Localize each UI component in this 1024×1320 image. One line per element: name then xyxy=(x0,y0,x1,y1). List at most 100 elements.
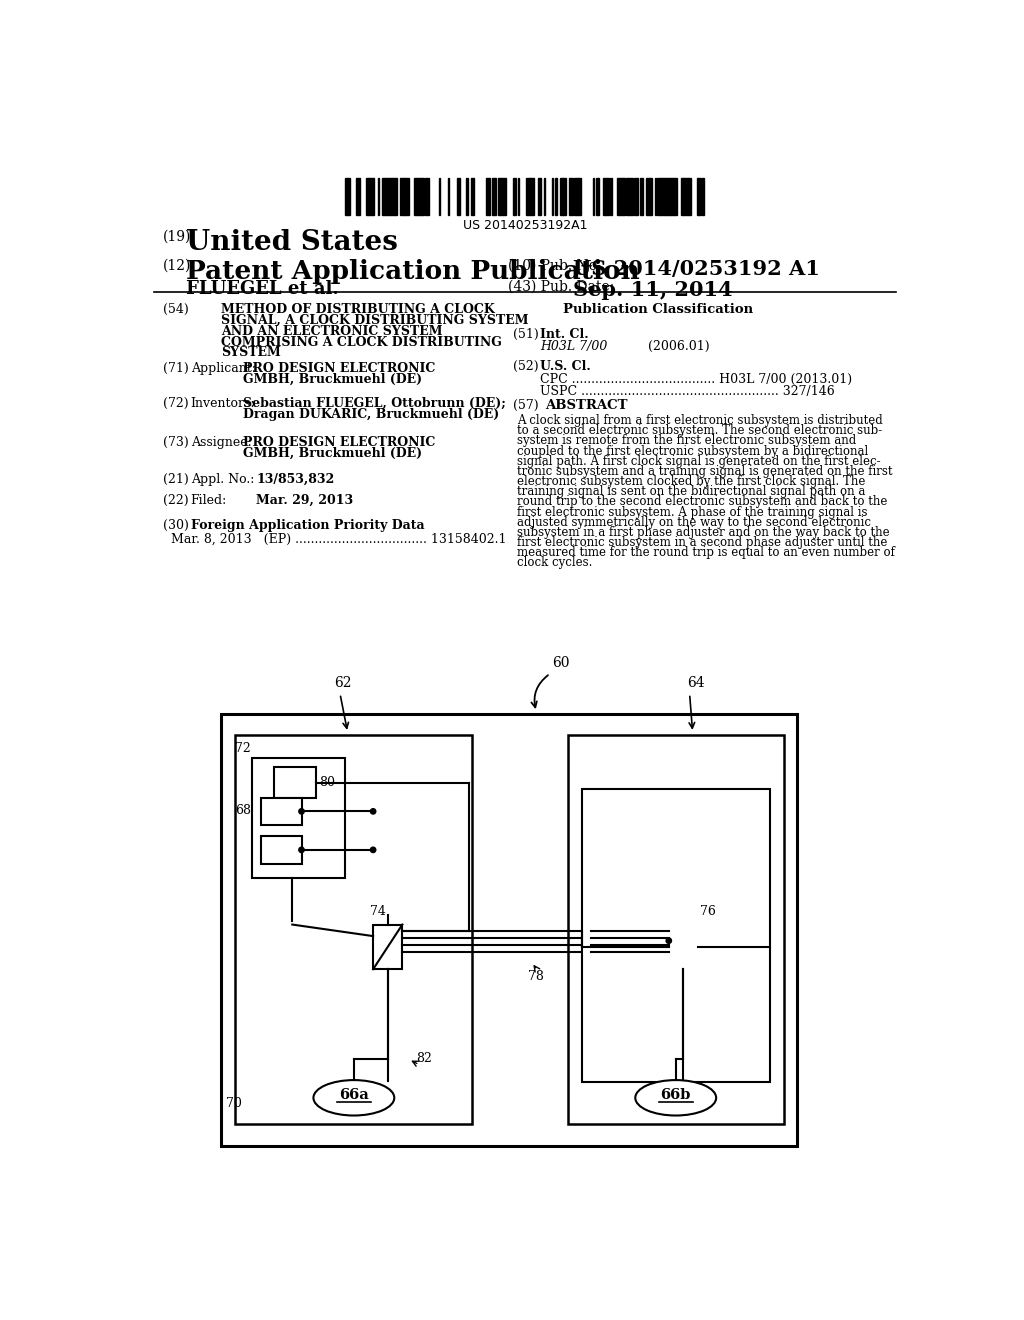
Text: (51): (51) xyxy=(513,327,539,341)
Text: ABSTRACT: ABSTRACT xyxy=(545,399,628,412)
Bar xyxy=(526,178,530,215)
Text: PRO DESIGN ELECTRONIC: PRO DESIGN ELECTRONIC xyxy=(243,436,435,449)
Bar xyxy=(488,178,490,215)
Bar xyxy=(466,178,468,215)
Bar xyxy=(538,178,541,215)
Bar xyxy=(370,178,373,215)
Circle shape xyxy=(371,847,376,853)
Bar xyxy=(701,178,703,215)
Bar xyxy=(657,178,660,215)
Bar xyxy=(650,178,652,215)
Bar xyxy=(487,178,488,215)
Text: signal path. A first clock signal is generated on the first elec-: signal path. A first clock signal is gen… xyxy=(517,454,881,467)
Text: 60: 60 xyxy=(552,656,569,669)
Circle shape xyxy=(371,809,376,814)
Bar xyxy=(627,178,628,215)
Text: Inventors:: Inventors: xyxy=(190,397,255,411)
Bar xyxy=(400,178,403,215)
Text: 70: 70 xyxy=(225,1097,242,1110)
Text: CPC ..................................... H03L 7/00 (2013.01): CPC ....................................… xyxy=(541,372,852,385)
Text: (57): (57) xyxy=(513,399,539,412)
Bar xyxy=(582,789,770,1081)
Bar xyxy=(367,178,369,215)
Bar xyxy=(382,178,384,215)
Text: Filed:: Filed: xyxy=(190,494,227,507)
Bar xyxy=(345,178,348,215)
Bar xyxy=(609,178,611,215)
Text: 82: 82 xyxy=(416,1052,432,1065)
Text: 78: 78 xyxy=(528,970,544,983)
Text: coupled to the first electronic subsystem by a bidirectional: coupled to the first electronic subsyste… xyxy=(517,445,868,458)
Bar xyxy=(555,178,557,215)
Circle shape xyxy=(299,847,304,853)
Bar xyxy=(252,758,345,878)
Bar xyxy=(425,178,429,215)
Bar xyxy=(632,178,634,215)
Bar xyxy=(683,178,685,215)
Bar xyxy=(568,735,783,1125)
Text: 66a: 66a xyxy=(339,1089,369,1102)
Bar xyxy=(621,178,623,215)
Circle shape xyxy=(666,939,672,944)
Bar xyxy=(670,178,674,215)
Bar xyxy=(422,178,423,215)
Text: SYSTEM: SYSTEM xyxy=(221,346,282,359)
Bar xyxy=(261,797,301,825)
Text: Publication Classification: Publication Classification xyxy=(563,304,754,317)
Bar xyxy=(414,178,417,215)
Bar xyxy=(471,178,474,215)
Text: (19): (19) xyxy=(163,230,191,243)
Bar xyxy=(530,178,535,215)
Text: PRO DESIGN ELECTRONIC: PRO DESIGN ELECTRONIC xyxy=(243,363,435,375)
Text: 66b: 66b xyxy=(660,1089,691,1102)
Bar xyxy=(457,178,460,215)
Bar xyxy=(373,924,402,969)
Text: USPC ................................................... 327/146: USPC ...................................… xyxy=(541,385,835,397)
Bar xyxy=(387,178,391,215)
Text: COMPRISING A CLOCK DISTRIBUTING: COMPRISING A CLOCK DISTRIBUTING xyxy=(221,335,503,348)
Text: Mar. 8, 2013   (EP) .................................. 13158402.1: Mar. 8, 2013 (EP) ......................… xyxy=(171,533,506,545)
Ellipse shape xyxy=(635,1080,716,1115)
Bar xyxy=(513,178,516,215)
Text: tronic subsystem and a training signal is generated on the first: tronic subsystem and a training signal i… xyxy=(517,465,893,478)
Text: (52): (52) xyxy=(513,360,539,374)
Text: (21): (21) xyxy=(163,473,188,486)
Bar xyxy=(493,178,496,215)
Text: system is remote from the first electronic subsystem and: system is remote from the first electron… xyxy=(517,434,856,447)
Bar xyxy=(640,178,643,215)
Text: GMBH, Bruckmuehl (DE): GMBH, Bruckmuehl (DE) xyxy=(243,374,422,387)
Bar xyxy=(391,178,394,215)
Text: 68: 68 xyxy=(234,804,251,817)
Text: Sebastian FLUEGEL, Ottobrunn (DE);: Sebastian FLUEGEL, Ottobrunn (DE); xyxy=(243,397,506,411)
Text: (2006.01): (2006.01) xyxy=(648,341,710,354)
Text: GMBH, Bruckmuehl (DE): GMBH, Bruckmuehl (DE) xyxy=(243,446,422,459)
Bar xyxy=(668,178,670,215)
Text: SIGNAL, A CLOCK DISTRIBUTING SYSTEM: SIGNAL, A CLOCK DISTRIBUTING SYSTEM xyxy=(221,314,529,327)
Bar xyxy=(569,178,573,215)
Bar xyxy=(593,178,594,215)
Bar xyxy=(356,178,360,215)
Text: 80: 80 xyxy=(319,776,335,789)
Text: (12): (12) xyxy=(163,259,191,272)
Text: 62: 62 xyxy=(335,676,352,690)
Text: training signal is sent on the bidirectional signal path on a: training signal is sent on the bidirecti… xyxy=(517,486,865,498)
Text: to a second electronic subsystem. The second electronic sub-: to a second electronic subsystem. The se… xyxy=(517,424,883,437)
Text: (54): (54) xyxy=(163,304,188,317)
Bar xyxy=(669,924,698,969)
Bar xyxy=(698,178,701,215)
Text: United States: United States xyxy=(186,230,398,256)
Bar xyxy=(634,178,638,215)
Text: Int. Cl.: Int. Cl. xyxy=(541,327,589,341)
Bar xyxy=(646,178,650,215)
Text: electronic subsystem clocked by the first clock signal. The: electronic subsystem clocked by the firs… xyxy=(517,475,865,488)
Text: Mar. 29, 2013: Mar. 29, 2013 xyxy=(256,494,353,507)
Text: subsystem in a first phase adjuster and on the way back to the: subsystem in a first phase adjuster and … xyxy=(517,525,890,539)
Bar xyxy=(674,178,677,215)
Bar xyxy=(562,178,565,215)
Text: (72): (72) xyxy=(163,397,188,411)
Bar xyxy=(406,178,410,215)
Bar xyxy=(485,178,487,215)
Bar xyxy=(500,178,503,215)
Text: H03L 7/00: H03L 7/00 xyxy=(541,341,607,354)
Bar xyxy=(518,178,519,215)
